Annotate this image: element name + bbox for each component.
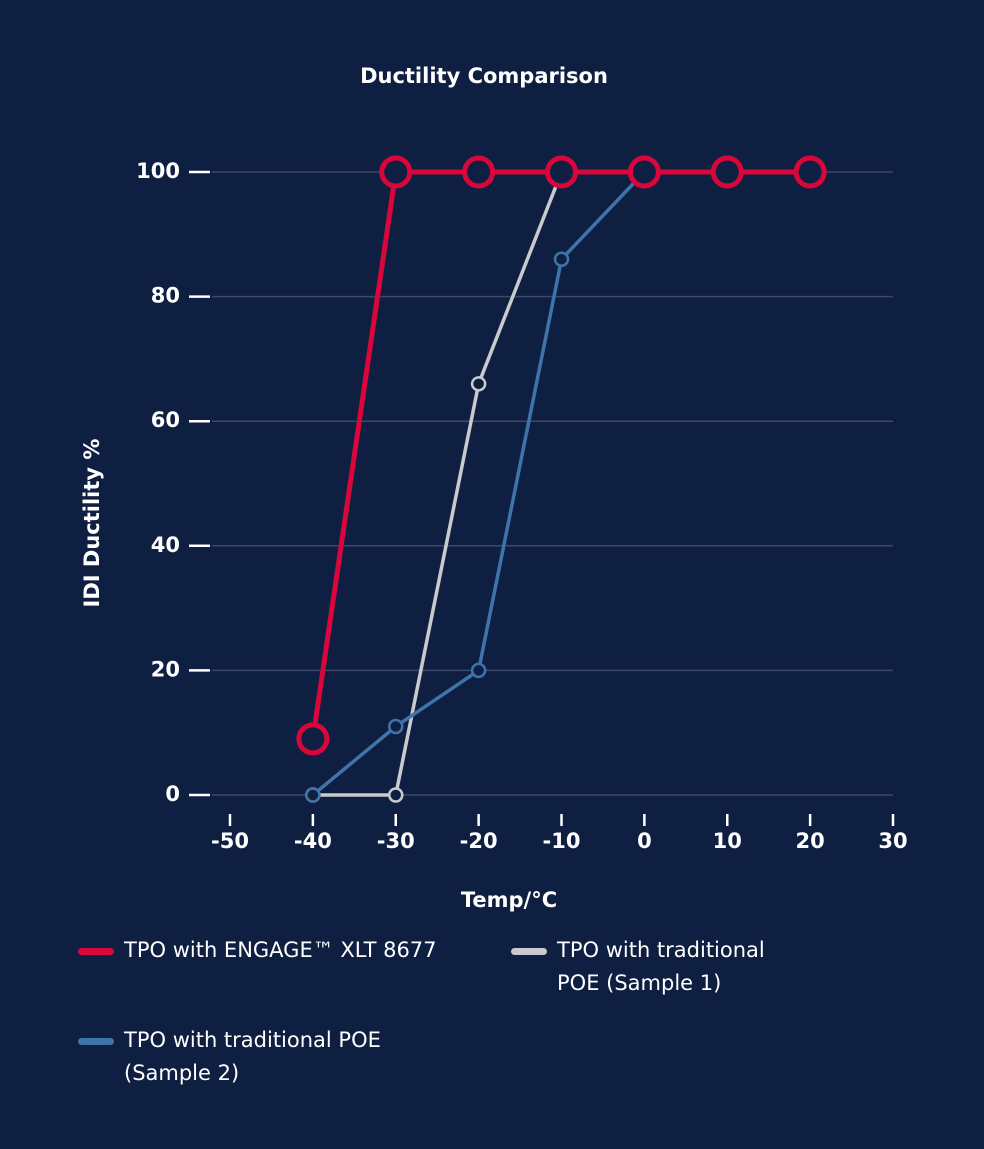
y-tick-label: 40 [151,533,180,557]
legend-item: TPO with ENGAGE™ XLT 8677 [78,934,478,967]
point-marker [710,155,744,189]
x-tick-label: 10 [713,829,742,853]
y-tick-label: 20 [151,657,180,681]
point-marker [470,376,487,392]
x-tick-label: -40 [294,829,332,853]
y-axis-label: IDI Ductility % [80,439,104,608]
series-line [311,170,646,797]
y-tick-label: 0 [165,782,180,806]
point-marker [793,155,827,189]
x-tick-label: 20 [796,829,825,853]
legend-swatch [78,1038,114,1045]
point-marker [388,718,404,735]
x-tick-label: -30 [377,829,415,853]
x-tick-label: -10 [543,829,581,853]
legend-swatch [511,948,547,955]
point-marker [305,787,321,803]
legend-label: TPO with traditional POE (Sample 1) [557,938,765,995]
y-tick-label: 80 [151,284,180,308]
chart-title: Ductility Comparison [360,64,608,88]
x-tick-label: 0 [637,829,652,853]
chart: Ductility Comparison Temp/°C IDI Ductili… [80,64,908,912]
x-tick-label: -20 [460,829,498,853]
point-marker [470,662,487,679]
point-marker [462,155,496,189]
x-tick-label: -50 [211,829,249,853]
y-tick-label: 100 [136,159,180,183]
legend-item: TPO with traditional POE (Sample 1) [511,934,811,1000]
point-marker [627,155,661,189]
x-axis-label: Temp/°C [461,888,557,912]
point-marker [388,787,404,803]
x-tick-label: 30 [878,829,907,853]
legend-item: TPO with traditional POE (Sample 2) [78,1024,438,1090]
series-line [312,171,564,797]
legend-label: TPO with ENGAGE™ XLT 8677 [124,938,437,962]
legend-label: TPO with traditional POE (Sample 2) [124,1028,381,1085]
y-tick-label: 60 [151,408,180,432]
point-marker [379,155,413,189]
legend-swatch [78,948,114,955]
point-marker [296,722,330,756]
point-marker [553,251,570,267]
point-marker [545,155,578,189]
